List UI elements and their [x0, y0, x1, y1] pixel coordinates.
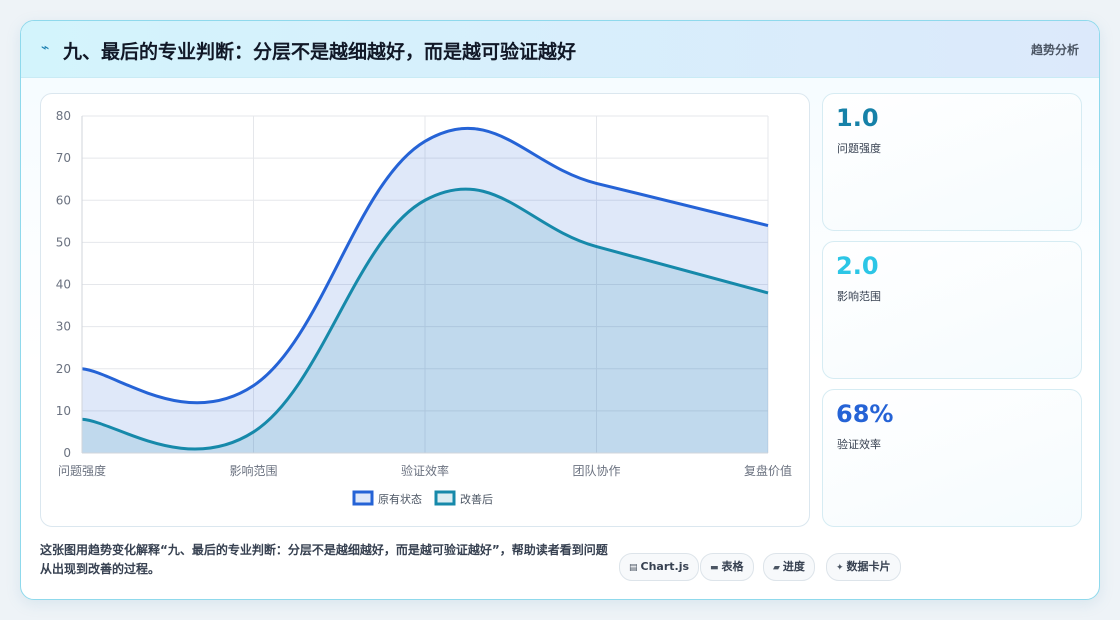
pill-label: 表格 [721, 560, 744, 573]
stat-card-problem-intensity: 1.0 问题强度 [822, 93, 1082, 231]
progress-icon: ▰ [773, 563, 780, 573]
stat-label: 验证效率 [837, 438, 881, 451]
sparkle-icon: ✦ [836, 563, 844, 573]
stat-card-verification-efficiency: 68% 验证效率 [822, 389, 1082, 527]
series-line-1 [81, 187, 769, 451]
trend-analysis-tag: 趋势分析 [1030, 43, 1079, 57]
series-area-1 [82, 189, 768, 453]
x-tick-label: 问题强度 [58, 463, 106, 478]
y-tick-label: 80 [56, 109, 71, 123]
y-tick-label: 20 [56, 362, 71, 376]
chartjs-pill[interactable]: ▤ Chart.js [619, 553, 700, 581]
legend-swatch-0 [352, 490, 374, 506]
stat-card-impact-scope: 2.0 影响范围 [822, 241, 1082, 379]
legend-swatch-1 [434, 490, 456, 506]
pill-label: 数据卡片 [846, 560, 891, 573]
stat-value: 68% [836, 400, 894, 428]
y-tick-label: 40 [56, 278, 71, 292]
y-tick-label: 70 [56, 151, 71, 165]
main-card: ⌁ 九、最后的专业判断：分层不是越细越好，而是越可验证越好 趋势分析 0 10 20… [20, 20, 1100, 600]
area-chart: 0 10 20 30 40 50 60 70 80 问题强度 影响范围 验证效率 团队协作 复盘价值原有状… [56, 109, 792, 506]
y-tick-label: 30 [56, 320, 71, 334]
y-tick-label: 0 [63, 446, 71, 460]
data-card-pill[interactable]: ✦ 数据卡片 [826, 553, 901, 581]
stat-label: 影响范围 [837, 290, 881, 303]
stat-value: 2.0 [836, 252, 879, 280]
y-tick-label: 50 [56, 235, 71, 249]
legend-label: 原有状态 [378, 492, 422, 506]
chart-panel: 0 10 20 30 40 50 60 70 80 问题强度 影响范围 验证效率 团队协作 复盘价值原有状… [40, 93, 810, 527]
page-title: 九、最后的专业判断：分层不是越细越好，而是越可验证越好 [63, 41, 577, 63]
x-tick-label: 复盘价值 [744, 463, 792, 478]
x-tick-label: 验证效率 [401, 463, 449, 478]
x-tick-label: 团队协作 [572, 463, 620, 478]
pill-label: Chart.js [640, 560, 690, 573]
y-tick-label: 60 [56, 193, 71, 207]
progress-pill[interactable]: ▰ 进度 [763, 553, 815, 581]
pill-label: 进度 [782, 560, 805, 573]
stat-value: 1.0 [836, 104, 879, 132]
series-line-0 [81, 127, 769, 405]
stat-label: 问题强度 [837, 142, 881, 155]
chart-description: 这张图用趋势变化解释“九、最后的专业判断：分层不是越细越好，而是越可验证越好”，… [40, 543, 608, 576]
lightning-icon: ⌁ [41, 40, 50, 56]
x-tick-label: 影响范围 [229, 463, 277, 478]
card-header: ⌁ 九、最后的专业判断：分层不是越细越好，而是越可验证越好 趋势分析 [21, 21, 1099, 78]
legend-label: 改善后 [460, 492, 493, 506]
table-icon: ▬ [710, 563, 719, 573]
y-tick-label: 10 [56, 404, 71, 418]
table-pill[interactable]: ▬ 表格 [700, 553, 754, 581]
chart-icon: ▤ [629, 563, 638, 573]
series-area-0 [82, 128, 768, 454]
